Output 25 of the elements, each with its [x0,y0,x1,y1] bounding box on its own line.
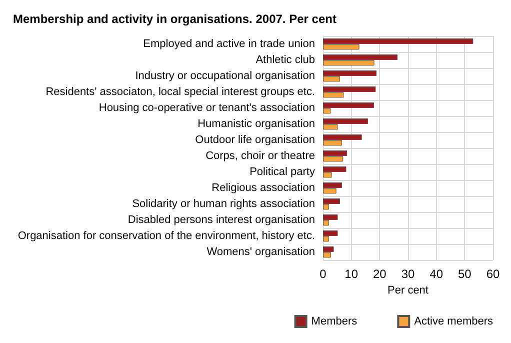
y-tick-label: Housing co-operative or tenant's association [98,102,315,114]
y-tick-label: Corps, choir or theatre [206,150,315,162]
x-tick-label: 0 [320,267,327,281]
y-tick-label: Athletic club [256,54,315,66]
y-tick-label: Industry or occupational organisation [135,70,315,82]
y-tick-label: Employed and active in trade union [143,38,315,50]
x-tick-label: 60 [486,267,500,281]
y-tick-label: Humanistic organisation [198,118,315,130]
x-tick-label: 10 [344,267,358,281]
x-tick-label: 50 [458,267,472,281]
legend-label: Members [311,316,358,328]
y-tick-label: Outdoor life organisation [195,134,315,146]
text: Membership and activity in organisations. 2007. Per cent [13,12,336,26]
y-tick-label: Womens' organisation [206,246,315,258]
y-tick-label: Residents' associaton, local special interest groups etc. [46,86,315,98]
y-tick-label: Disabled persons interest organisation [128,214,315,226]
y-tick-label: Political party [250,166,316,178]
x-tick-label: 40 [430,267,444,281]
y-tick-label: Religious association [212,182,315,194]
y-tick-label: Solidarity or human rights association [132,198,315,210]
legend-label: Active members [414,316,494,328]
x-tick-label: 30 [401,267,415,281]
x-tick-label: 20 [372,267,387,281]
x-axis-title: Per cent [388,284,428,296]
y-tick-label: Organisation for conservation of the environment, history etc. [18,230,315,242]
